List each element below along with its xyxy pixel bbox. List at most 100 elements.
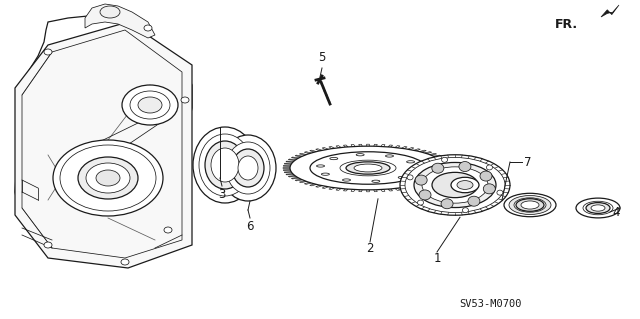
Text: 7: 7: [524, 155, 531, 168]
Ellipse shape: [144, 25, 152, 31]
Polygon shape: [304, 182, 311, 184]
Ellipse shape: [415, 175, 427, 185]
Ellipse shape: [138, 97, 162, 113]
Ellipse shape: [321, 173, 330, 175]
Polygon shape: [440, 175, 448, 177]
Ellipse shape: [583, 201, 613, 215]
Ellipse shape: [405, 158, 505, 212]
Polygon shape: [286, 161, 293, 162]
Polygon shape: [444, 163, 452, 164]
Polygon shape: [284, 170, 291, 171]
Ellipse shape: [432, 163, 444, 173]
Polygon shape: [381, 189, 385, 191]
Ellipse shape: [340, 160, 396, 176]
Polygon shape: [291, 177, 299, 179]
Polygon shape: [344, 189, 348, 191]
Polygon shape: [401, 187, 407, 189]
Ellipse shape: [483, 184, 495, 194]
Ellipse shape: [100, 6, 120, 18]
Ellipse shape: [504, 193, 556, 217]
Polygon shape: [288, 159, 296, 160]
Ellipse shape: [414, 162, 496, 208]
Ellipse shape: [220, 135, 276, 201]
Polygon shape: [374, 190, 377, 192]
Text: 3: 3: [218, 188, 226, 201]
Ellipse shape: [44, 49, 52, 55]
Polygon shape: [419, 150, 426, 152]
Ellipse shape: [232, 149, 264, 187]
Ellipse shape: [521, 201, 539, 209]
Polygon shape: [310, 150, 317, 152]
Ellipse shape: [514, 198, 546, 212]
Ellipse shape: [354, 164, 382, 172]
Ellipse shape: [317, 165, 324, 167]
Text: 6: 6: [246, 220, 253, 233]
Polygon shape: [408, 148, 414, 150]
Ellipse shape: [451, 177, 479, 193]
Ellipse shape: [400, 155, 510, 215]
Polygon shape: [15, 16, 192, 263]
Ellipse shape: [457, 181, 473, 189]
Polygon shape: [444, 172, 452, 173]
Polygon shape: [437, 177, 445, 179]
Polygon shape: [443, 161, 450, 162]
Ellipse shape: [422, 167, 488, 203]
Ellipse shape: [497, 190, 503, 195]
Ellipse shape: [122, 85, 178, 125]
Ellipse shape: [406, 161, 415, 163]
Ellipse shape: [310, 152, 426, 184]
Polygon shape: [359, 190, 362, 192]
Polygon shape: [291, 157, 299, 159]
Polygon shape: [284, 166, 291, 167]
Polygon shape: [284, 163, 292, 164]
Ellipse shape: [238, 156, 258, 180]
Ellipse shape: [432, 172, 478, 198]
Ellipse shape: [286, 145, 450, 191]
Polygon shape: [395, 146, 400, 148]
Polygon shape: [425, 182, 432, 184]
Ellipse shape: [398, 176, 406, 179]
Ellipse shape: [463, 208, 468, 213]
Ellipse shape: [442, 157, 447, 162]
Polygon shape: [433, 179, 441, 181]
Ellipse shape: [516, 199, 544, 211]
Ellipse shape: [576, 198, 620, 218]
Ellipse shape: [181, 97, 189, 103]
Ellipse shape: [346, 162, 390, 174]
Ellipse shape: [330, 158, 338, 160]
Polygon shape: [374, 144, 377, 146]
Ellipse shape: [468, 196, 480, 206]
Polygon shape: [322, 148, 328, 150]
Ellipse shape: [53, 140, 163, 216]
Ellipse shape: [441, 199, 453, 209]
Polygon shape: [414, 149, 420, 151]
Polygon shape: [295, 179, 303, 181]
Ellipse shape: [417, 200, 424, 205]
Ellipse shape: [130, 91, 170, 119]
Polygon shape: [351, 145, 355, 147]
Ellipse shape: [96, 170, 120, 186]
Polygon shape: [322, 186, 328, 189]
Polygon shape: [359, 144, 362, 146]
Polygon shape: [300, 153, 307, 155]
Polygon shape: [408, 186, 414, 189]
Ellipse shape: [342, 179, 351, 181]
Polygon shape: [425, 152, 432, 153]
Ellipse shape: [60, 145, 156, 211]
Text: 1: 1: [433, 252, 441, 265]
Polygon shape: [316, 185, 322, 187]
Polygon shape: [283, 167, 290, 168]
Ellipse shape: [211, 148, 239, 182]
Polygon shape: [316, 149, 322, 151]
Ellipse shape: [509, 196, 551, 214]
Ellipse shape: [226, 142, 270, 194]
Text: 2: 2: [366, 242, 374, 255]
Ellipse shape: [290, 146, 446, 190]
Ellipse shape: [86, 163, 130, 193]
Polygon shape: [15, 22, 192, 268]
Polygon shape: [437, 157, 445, 159]
Text: SV53-M0700: SV53-M0700: [459, 299, 521, 309]
Polygon shape: [388, 145, 392, 147]
Polygon shape: [445, 166, 452, 167]
Polygon shape: [443, 174, 450, 175]
